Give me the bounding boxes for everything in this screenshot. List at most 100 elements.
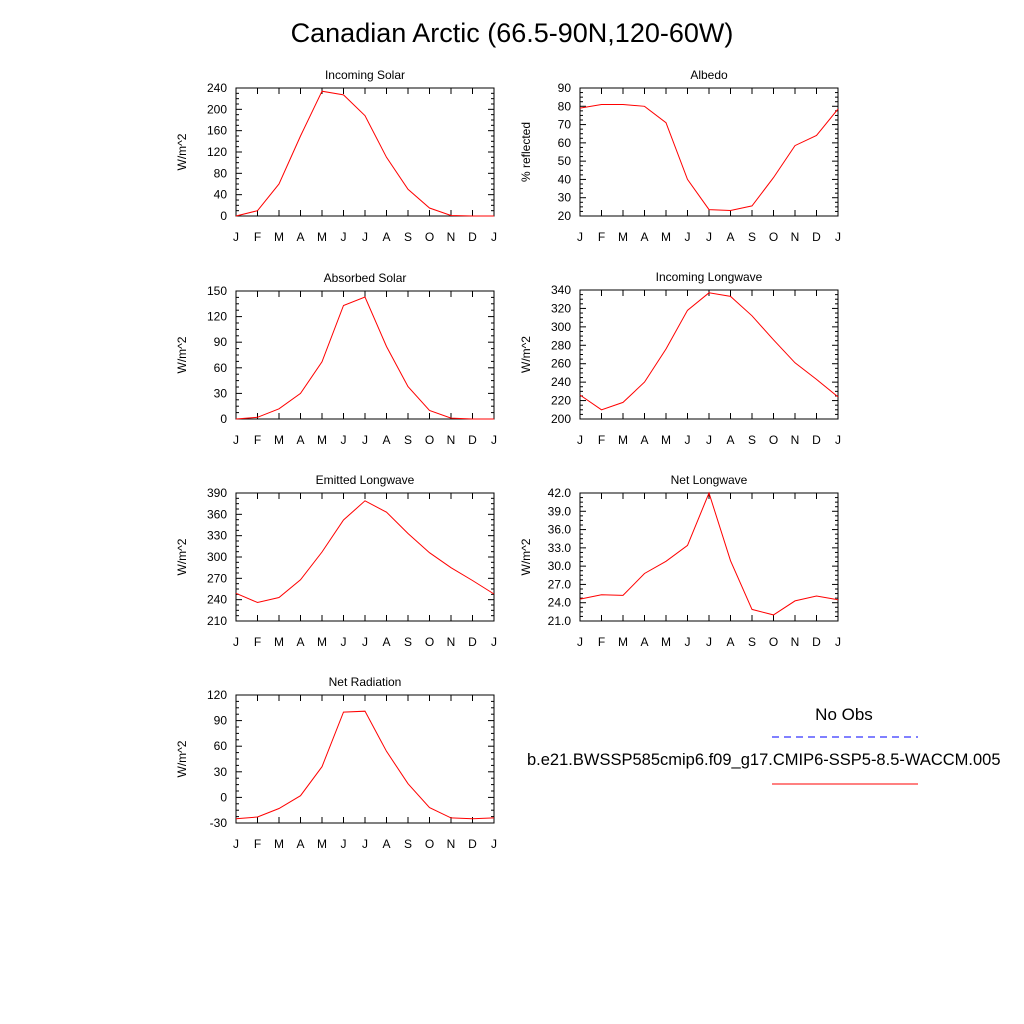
x-tick-label: D [468,433,477,447]
y-tick-label: 30 [558,191,572,205]
x-tick-label: F [598,230,605,244]
series-line [235,710,495,820]
y-axis-label: W/m^2 [519,336,533,373]
x-tick-label: J [577,635,583,649]
x-tick-label: S [404,837,412,851]
x-tick-label: D [812,433,821,447]
y-tick-label: 30 [214,765,228,779]
y-tick-label: 80 [558,99,572,113]
series-line [235,296,494,420]
y-tick-label: 270 [207,571,227,585]
x-tick-label: J [491,635,497,649]
x-tick-label: J [341,635,347,649]
x-tick-label: M [317,433,327,447]
x-tick-label: J [577,230,583,244]
x-tick-label: F [254,837,261,851]
x-tick-label: N [447,635,456,649]
x-tick-label: D [812,230,821,244]
y-tick-label: 0 [220,790,227,804]
x-tick-label: N [791,230,800,244]
plot-frame [235,492,495,622]
y-tick-label: 90 [214,335,228,349]
series-line [579,491,839,616]
y-tick-label: 70 [558,118,572,132]
y-tick-label: 21.0 [548,614,572,628]
y-tick-label: 30 [214,386,228,400]
x-tick-label: A [296,837,304,851]
x-tick-label: J [491,230,497,244]
x-tick-label: O [425,433,434,447]
y-tick-label: 27.0 [548,577,572,591]
plot-frame [235,87,495,217]
x-tick-label: O [425,837,434,851]
y-tick-label: 200 [551,412,571,426]
x-tick-label: M [618,230,628,244]
x-tick-label: J [362,837,368,851]
panel-title: Albedo [690,68,728,82]
y-tick-label: 200 [207,102,227,116]
y-tick-label: 40 [214,188,228,202]
y-tick-label: 0 [220,209,227,223]
x-tick-label: J [685,230,691,244]
x-tick-label: M [618,433,628,447]
x-tick-label: J [706,230,712,244]
panel-net-longwave: J F M A M J J A S O N D J21.024.027.030.033.036.039.… [519,473,841,649]
x-tick-label: J [835,433,841,447]
x-tick-label: M [274,635,284,649]
x-tick-label: F [254,433,261,447]
y-tick-label: 240 [207,81,227,95]
x-tick-label: S [404,230,412,244]
x-tick-label: S [748,230,756,244]
x-tick-label: D [468,837,477,851]
y-tick-label: 40 [558,172,572,186]
x-tick-label: A [296,433,304,447]
x-tick-label: M [661,635,671,649]
y-tick-label: 42.0 [548,486,572,500]
y-tick-label: 60 [214,739,228,753]
y-tick-label: 160 [207,124,227,138]
x-tick-label: F [254,230,261,244]
legend-obs-label: No Obs [815,705,873,724]
x-tick-label: N [447,837,456,851]
y-tick-label: 220 [551,394,571,408]
y-tick-label: 80 [214,166,228,180]
y-tick-label: 30.0 [548,559,572,573]
plot-frame [579,87,839,217]
x-tick-label: S [748,635,756,649]
y-axis-label: W/m^2 [175,740,189,777]
y-tick-label: 33.0 [548,541,572,555]
x-tick-label: J [706,433,712,447]
x-tick-label: J [577,433,583,447]
y-tick-label: 90 [558,81,572,95]
panel-title: Absorbed Solar [324,271,407,285]
y-tick-label: 240 [207,593,227,607]
x-tick-label: J [341,230,347,244]
y-tick-label: 150 [207,284,227,298]
series-line [235,500,495,604]
x-tick-label: A [640,230,648,244]
x-tick-label: A [296,230,304,244]
x-tick-label: J [835,230,841,244]
series-line [579,104,839,212]
y-tick-label: 120 [207,688,227,702]
panel-title: Net Longwave [671,473,748,487]
x-tick-label: A [296,635,304,649]
x-tick-label: F [254,635,261,649]
x-tick-label: M [274,837,284,851]
x-tick-label: J [491,433,497,447]
x-tick-label: N [447,230,456,244]
y-tick-label: 39.0 [548,504,572,518]
y-tick-label: 120 [207,310,227,324]
x-tick-label: J [685,433,691,447]
page-title: Canadian Arctic (66.5-90N,120-60W) [290,18,734,48]
series-line [235,90,494,217]
x-tick-label: O [425,230,434,244]
panel-emitted-longwave: J F M A M J J A S O N D J210240270300330360390Emitte… [175,473,497,649]
y-tick-label: 360 [207,507,227,521]
x-tick-label: J [362,635,368,649]
x-tick-label: J [362,230,368,244]
y-tick-label: 20 [558,209,572,223]
y-tick-label: -30 [210,816,228,830]
